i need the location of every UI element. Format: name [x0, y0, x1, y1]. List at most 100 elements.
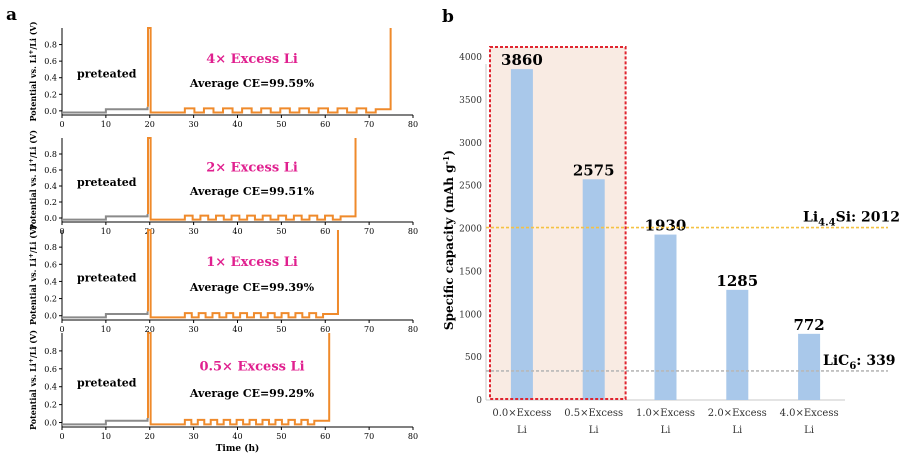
bar-value-label: 2575	[573, 161, 615, 179]
y-axis-label: Potential vs. Li+/Li (V)	[28, 130, 38, 230]
x-tick-label: 70	[364, 432, 374, 441]
category-label: 0.0×Excess	[492, 408, 551, 419]
highlight-background	[490, 47, 626, 399]
category-label: 2.0×Excess	[708, 408, 767, 419]
voltage-subplot: 0.00.20.40.60.80 10 20 30 40 50 60 70 80preteate…	[28, 330, 418, 441]
y-tick-label: 0.0	[44, 419, 57, 428]
y-tick-label: 0.0	[44, 107, 57, 116]
voltage-subplot: 0.00.20.40.60.80 10 20 30 40 50 60 70 80preteate…	[28, 21, 418, 129]
excess-label: 1× Excess Li	[206, 255, 298, 270]
x-tick-label: 60	[320, 227, 330, 236]
panel-b: b 0 500 1000 1500 2000 2500 3000 3500 4000 3860 0.0…	[441, 7, 900, 436]
x-tick-label: 70	[364, 325, 374, 334]
y-tick-label: 0.4	[44, 383, 57, 392]
average-ce-label: Average CE=99.51%	[189, 185, 315, 198]
panel-a: a 0.0 0.2 0.4 0.6 0.8 0 10 20 30 40 50 60 70 80 preteat…	[6, 5, 418, 454]
x-tick-label: 30	[189, 432, 199, 441]
bar-value-label: 1930	[645, 217, 687, 235]
excess-label: 0.5× Excess Li	[199, 360, 304, 375]
y-tick-label: 1500	[459, 267, 482, 277]
x-tick-label: 0	[59, 432, 64, 441]
x-tick-label: 80	[408, 325, 418, 334]
y-tick-label: 0.6	[44, 365, 57, 374]
pretreated-label: preteated	[77, 68, 137, 81]
y-tick-label: 0.2	[44, 295, 57, 304]
x-axis-label: Time (h)	[216, 443, 260, 454]
x-tick-label: 50	[276, 227, 286, 236]
category-label: Li	[589, 425, 599, 436]
category-label: Li	[804, 425, 814, 436]
y-tick-label: 3000	[459, 139, 482, 149]
y-tick-label: 0.6	[44, 166, 57, 175]
excess-label: 4× Excess Li	[206, 52, 298, 67]
y-tick-label: 0.0	[44, 214, 57, 223]
pretreatment-line	[62, 418, 149, 426]
y-tick-label: 0.2	[44, 198, 57, 207]
voltage-subplot: 0.00.20.40.60.80 10 20 30 40 50 60 70 80preteate…	[28, 225, 418, 334]
x-tick-label: 50	[276, 432, 286, 441]
x-tick-label: 10	[101, 227, 111, 236]
x-tick-label: 60	[320, 432, 330, 441]
x-tick-label: 40	[232, 120, 242, 129]
y-tick-label: 2000	[459, 225, 482, 235]
y-tick-label: 0.2	[44, 90, 57, 99]
cycling-line	[146, 137, 357, 221]
x-tick-label: 30	[189, 120, 199, 129]
x-tick-label: 40	[232, 227, 242, 236]
cycling-line	[146, 27, 392, 114]
y-axis-label: Potential vs. Li+/Li (V)	[28, 225, 38, 325]
x-tick-label: 50	[276, 325, 286, 334]
x-tick-label: 70	[364, 227, 374, 236]
pretreated-label: preteated	[77, 271, 137, 284]
reference-label: LiC6: 339	[823, 353, 896, 372]
y-tick-label: 0.4	[44, 182, 57, 191]
x-tick-label: 30	[189, 325, 199, 334]
x-tick-label: 80	[408, 120, 418, 129]
bar	[582, 179, 605, 400]
y-axis-label: Potential vs. Li+/Li (V)	[28, 330, 38, 430]
category-label: Li	[517, 425, 527, 436]
y-tick-label: 0.8	[44, 150, 57, 159]
bar-value-label: 1285	[716, 272, 758, 290]
pretreated-label: preteated	[77, 176, 137, 189]
bar-value-label: 772	[793, 316, 824, 334]
cycling-line	[146, 229, 339, 319]
average-ce-label: Average CE=99.39%	[189, 281, 315, 294]
voltage-subplot: 0.00.20.40.60.80 10 20 30 40 50 60 70 80preteate…	[28, 130, 418, 236]
category-label: Li	[732, 425, 742, 436]
category-label: Li	[661, 425, 671, 436]
y-tick-label: 2500	[459, 182, 482, 192]
pretreatment-line	[62, 214, 149, 221]
bar	[798, 333, 821, 400]
excess-label: 2× Excess Li	[206, 161, 298, 176]
bar	[726, 289, 749, 400]
category-label: 0.5×Excess	[564, 408, 623, 419]
y-axis-label: Specific capacity (mAh g-1)	[441, 150, 456, 330]
x-tick-label: 20	[145, 120, 155, 129]
x-tick-label: 20	[145, 432, 155, 441]
bar	[510, 69, 533, 401]
pretreatment-line	[62, 311, 149, 319]
x-tick-label: 0	[59, 120, 64, 129]
x-tick-label: 10	[101, 432, 111, 441]
reference-label: Li4.4Si: 2012	[803, 210, 900, 229]
average-ce-label: Average CE=99.59%	[189, 77, 315, 90]
x-tick-label: 40	[232, 325, 242, 334]
panel-a-letter: a	[6, 5, 17, 25]
y-tick-label: 0.8	[44, 347, 57, 356]
cycling-line	[146, 332, 331, 426]
y-tick-label: 0.2	[44, 401, 57, 410]
x-tick-label: 0	[59, 325, 64, 334]
y-tick-label: 0.4	[44, 277, 57, 286]
bar-value-label: 3860	[501, 51, 543, 69]
category-label: 1.0×Excess	[636, 408, 695, 419]
panel-b-letter: b	[442, 7, 454, 27]
x-tick-label: 60	[320, 325, 330, 334]
x-tick-label: 10	[101, 120, 111, 129]
x-tick-label: 60	[320, 120, 330, 129]
y-tick-label: 0.0	[44, 312, 57, 321]
highlight-box	[489, 46, 627, 400]
y-tick-label: 3500	[459, 96, 482, 106]
x-tick-label: 40	[232, 432, 242, 441]
